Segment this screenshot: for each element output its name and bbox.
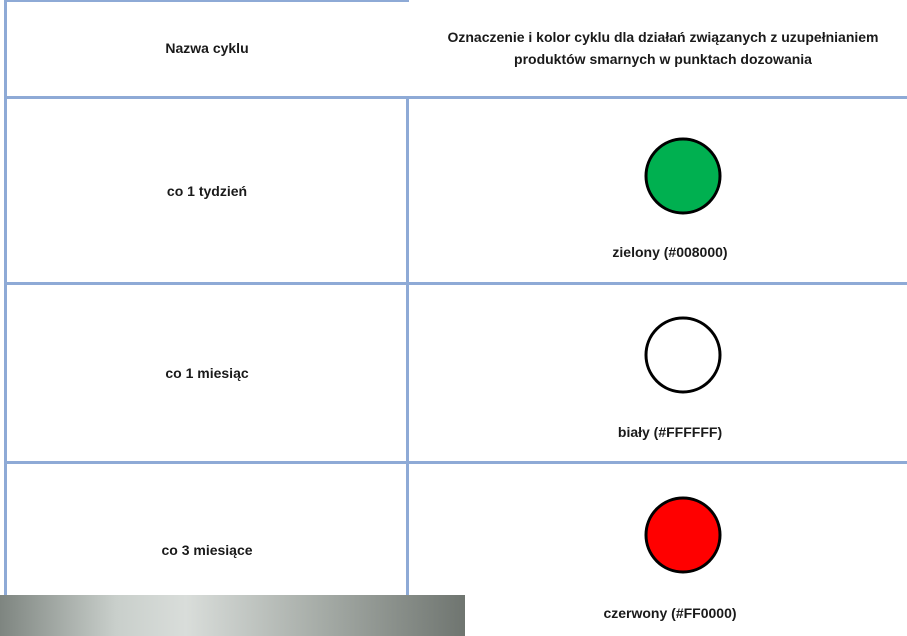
table-border	[5, 0, 409, 2]
cycle-name: co 1 miesiąc	[165, 365, 249, 381]
table-border	[5, 282, 907, 285]
table-border	[5, 96, 907, 99]
color-markers	[644, 137, 722, 574]
header-cell: Nazwa cyklu	[165, 40, 249, 56]
image-strip	[0, 595, 465, 636]
table-border	[4, 0, 7, 595]
color-circle	[644, 137, 722, 215]
table-border	[5, 461, 907, 464]
cycle-name: co 1 tydzień	[166, 182, 248, 199]
color-label: biały (#FFFFFF)	[617, 424, 723, 440]
header-cell: Oznaczenie i kolor cyklu dla działań zwi…	[447, 29, 879, 67]
color-label: czerwony (#FF0000)	[603, 605, 737, 621]
color-circle	[644, 496, 722, 574]
color-circle	[644, 316, 722, 394]
color-label: zielony (#008000)	[612, 244, 728, 260]
table-border	[406, 97, 409, 597]
cycle-name: co 3 miesiące	[161, 542, 253, 558]
